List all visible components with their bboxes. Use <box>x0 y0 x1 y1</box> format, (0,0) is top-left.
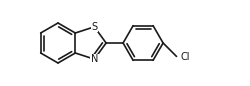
Text: N: N <box>91 54 98 64</box>
Text: S: S <box>91 22 98 32</box>
Text: Cl: Cl <box>180 52 190 62</box>
